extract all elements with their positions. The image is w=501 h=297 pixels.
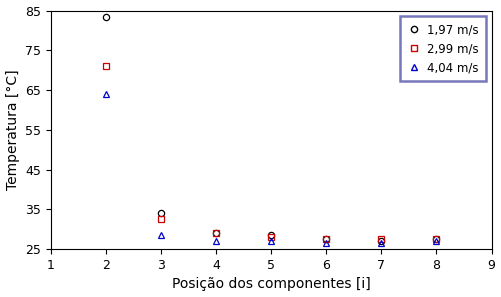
X-axis label: Posição dos componentes [i]: Posição dos componentes [i] — [172, 277, 371, 291]
Legend: 1,97 m/s, 2,99 m/s, 4,04 m/s: 1,97 m/s, 2,99 m/s, 4,04 m/s — [400, 16, 485, 81]
Y-axis label: Temperatura [°C]: Temperatura [°C] — [6, 69, 20, 190]
